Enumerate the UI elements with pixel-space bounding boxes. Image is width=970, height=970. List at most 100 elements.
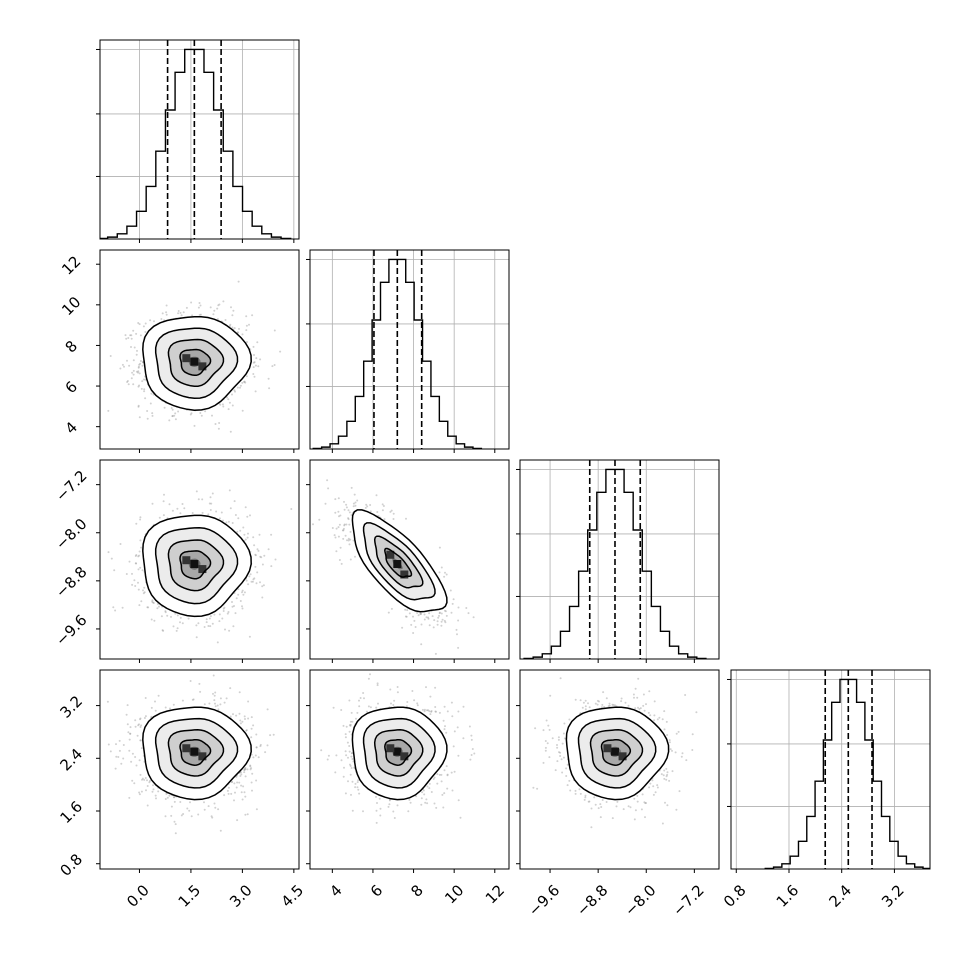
sample-point: [355, 717, 357, 720]
sample-point: [457, 799, 460, 802]
sample-point: [327, 487, 330, 490]
sample-point: [634, 809, 637, 812]
density-core: [182, 556, 207, 574]
sample-point: [219, 703, 222, 706]
sample-point: [146, 417, 149, 420]
sample-point: [232, 713, 234, 716]
sample-point: [440, 780, 443, 783]
sample-point: [342, 529, 345, 532]
sample-point: [426, 802, 429, 805]
sample-point: [633, 797, 636, 800]
sample-point: [597, 807, 600, 810]
sample-point: [334, 771, 337, 774]
sample-point: [120, 762, 123, 765]
density-core: [603, 744, 627, 761]
sample-point: [351, 752, 354, 755]
sample-point: [582, 701, 585, 704]
sample-point: [138, 550, 141, 553]
sample-point: [354, 786, 357, 789]
sample-point: [235, 786, 238, 789]
sample-point: [249, 764, 252, 767]
sample-point: [665, 775, 668, 778]
sample-point: [344, 750, 347, 753]
sample-point: [434, 706, 437, 708]
sample-point: [114, 609, 117, 612]
sample-point: [253, 577, 256, 580]
density-cell: [386, 550, 395, 559]
sample-point: [556, 760, 559, 763]
panel-frame: [519, 669, 720, 870]
sample-point: [358, 699, 360, 702]
sample-point: [252, 361, 255, 364]
y-tick-label: 8: [62, 337, 81, 356]
histogram-grid: [310, 250, 509, 449]
sample-point: [599, 803, 602, 806]
sample-point: [563, 737, 566, 740]
sample-point: [243, 533, 246, 536]
sample-point: [126, 381, 129, 383]
sample-point: [171, 408, 174, 411]
sample-point: [434, 652, 437, 655]
contour-line: [142, 315, 252, 411]
sample-point: [405, 517, 407, 520]
sample-point: [139, 362, 142, 365]
sample-point: [225, 521, 228, 524]
y-tick-label: 1.6: [56, 798, 86, 828]
panel-content: [320, 673, 476, 824]
density-cell: [198, 565, 207, 574]
sample-point: [218, 422, 221, 424]
sample-point: [644, 802, 647, 805]
sample-point: [221, 617, 224, 620]
sample-point: [427, 617, 430, 620]
sample-point: [451, 602, 454, 605]
sample-point: [468, 725, 471, 728]
sample-point: [345, 725, 348, 728]
sample-point: [387, 805, 390, 808]
sample-point: [430, 710, 433, 712]
sample-point: [236, 331, 239, 334]
sample-point: [423, 613, 426, 616]
sample-point: [135, 764, 138, 767]
sample-point: [146, 606, 149, 609]
density-cell: [400, 570, 409, 579]
sample-point: [248, 323, 250, 326]
sample-point: [255, 746, 258, 749]
sample-point: [351, 758, 354, 760]
sample-point: [548, 756, 551, 759]
sample-point: [165, 313, 168, 316]
sample-point: [342, 537, 345, 540]
sample-point: [115, 743, 117, 746]
sample-point: [243, 791, 246, 794]
sample-point: [114, 767, 117, 770]
sample-point: [401, 626, 404, 629]
sample-point: [191, 698, 194, 701]
sample-point: [201, 498, 204, 501]
sample-point: [267, 377, 270, 380]
sample-point: [266, 708, 269, 711]
sample-point: [365, 503, 368, 506]
sample-point: [279, 350, 282, 353]
sample-point: [547, 724, 550, 727]
sample-point: [438, 612, 441, 615]
sample-point: [648, 786, 651, 789]
sample-point: [369, 673, 371, 676]
sample-point: [249, 765, 252, 768]
sample-point: [245, 375, 248, 378]
sample-point: [170, 615, 172, 618]
sample-point: [256, 341, 259, 344]
sample-point: [138, 604, 141, 607]
sample-point: [128, 560, 131, 563]
sample-point: [344, 736, 347, 739]
sample-point: [128, 738, 131, 741]
sample-point: [574, 792, 577, 795]
sample-point: [173, 414, 176, 417]
sample-point: [142, 592, 145, 595]
sample-point: [243, 767, 246, 770]
sample-point: [565, 767, 568, 770]
sample-point: [210, 815, 213, 818]
sample-point: [542, 729, 545, 732]
sample-point: [352, 502, 355, 505]
sample-point: [430, 791, 433, 793]
sample-point: [237, 517, 240, 520]
contour-line: [384, 547, 413, 578]
